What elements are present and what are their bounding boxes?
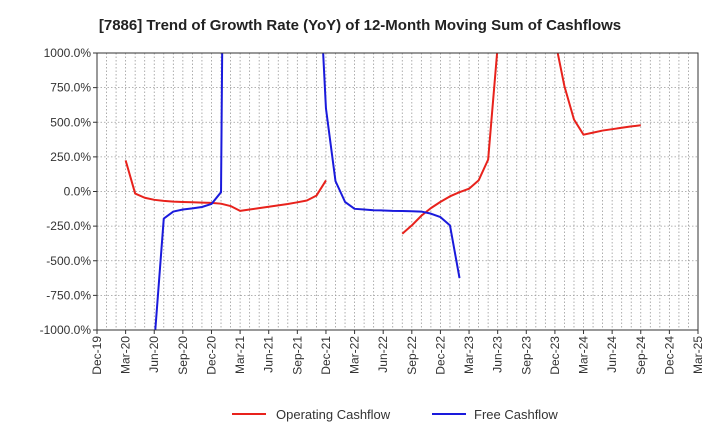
x-tick-label: Jun-21 — [262, 336, 276, 373]
x-tick-label: Sep-23 — [519, 336, 533, 375]
x-tick-label: Dec-19 — [90, 336, 104, 375]
series-line-operating-cashflow — [124, 160, 327, 212]
y-tick-label: 1000.0% — [44, 46, 92, 60]
x-tick-label: Dec-22 — [433, 336, 447, 375]
y-tick-label: -250.0% — [46, 219, 91, 233]
y-tick-label: -500.0% — [46, 254, 91, 268]
x-tick-label: Dec-23 — [548, 336, 562, 375]
x-tick-label: Mar-25 — [691, 336, 705, 374]
x-tick-label: Jun-20 — [147, 336, 161, 373]
series-layer — [124, 53, 641, 330]
series-line-free-cashflow — [154, 53, 224, 330]
x-axis-ticks: Dec-19 Mar-20 Jun-20 Sep-20 Dec-20 Mar-21 Jun-… — [90, 330, 705, 375]
y-tick-label: 250.0% — [50, 150, 91, 164]
legend: Operating Cashflow Free Cashflow — [232, 407, 558, 422]
x-tick-label: Dec-20 — [204, 336, 218, 375]
chart-title: [7886] Trend of Growth Rate (YoY) of 12-… — [99, 17, 621, 34]
y-tick-label: 0.0% — [64, 185, 92, 199]
x-tick-label: Mar-23 — [462, 336, 476, 374]
x-tick-label: Sep-22 — [405, 336, 419, 375]
series-line-free-cashflow — [322, 53, 461, 279]
x-tick-label: Dec-24 — [662, 336, 676, 375]
y-tick-label: -750.0% — [46, 288, 91, 302]
y-tick-label: 500.0% — [50, 115, 91, 129]
x-tick-label: Dec-21 — [319, 336, 333, 375]
x-tick-label: Mar-24 — [577, 336, 591, 374]
plot-area — [97, 53, 698, 330]
legend-label-free-cashflow: Free Cashflow — [474, 407, 558, 422]
legend-label-operating-cashflow: Operating Cashflow — [276, 407, 391, 422]
x-tick-label: Sep-24 — [634, 336, 648, 375]
x-tick-label: Jun-22 — [376, 336, 390, 373]
x-tick-label: Sep-20 — [176, 336, 190, 375]
x-tick-label: Jun-24 — [605, 336, 619, 373]
x-tick-label: Mar-21 — [233, 336, 247, 374]
x-tick-label: Mar-20 — [119, 336, 133, 374]
grid — [97, 53, 698, 330]
series-line-operating-cashflow — [556, 53, 641, 136]
series-line-operating-cashflow — [401, 53, 499, 235]
y-axis-ticks: 1000.0% 750.0% 500.0% 250.0% 0.0% -250.0% -500… — [40, 46, 97, 337]
x-tick-label: Jun-23 — [491, 336, 505, 373]
x-tick-label: Mar-22 — [348, 336, 362, 374]
y-tick-label: 750.0% — [50, 81, 91, 95]
y-tick-label: -1000.0% — [40, 323, 92, 337]
x-tick-label: Sep-21 — [290, 336, 304, 375]
